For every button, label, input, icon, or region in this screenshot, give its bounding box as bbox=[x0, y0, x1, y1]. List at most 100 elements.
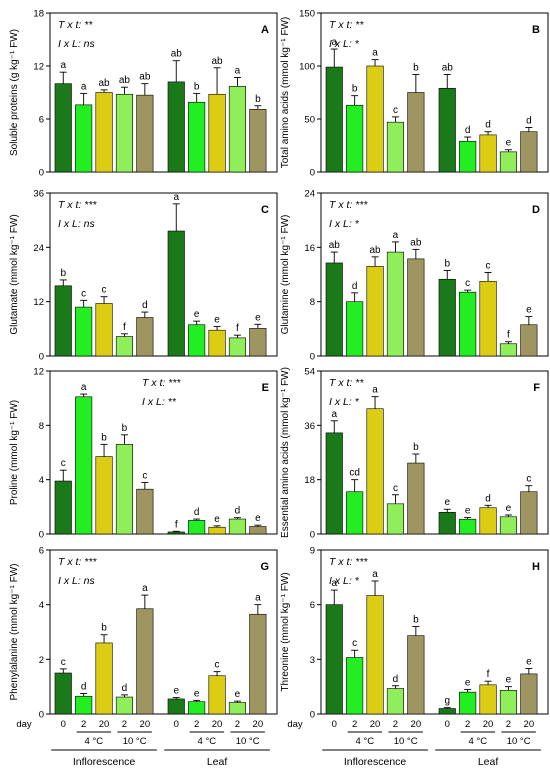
y-tick-label: 36 bbox=[304, 421, 315, 432]
bar bbox=[208, 526, 226, 535]
significance-letter: c bbox=[61, 657, 66, 668]
bar bbox=[407, 258, 425, 357]
y-tick-label: 0 bbox=[39, 710, 44, 721]
plot-frame bbox=[49, 192, 278, 357]
bar bbox=[75, 695, 93, 715]
significance-letter: e bbox=[194, 688, 200, 699]
plot-frame bbox=[320, 12, 549, 173]
plot-frame bbox=[320, 549, 549, 715]
significance-letter: f bbox=[236, 323, 239, 334]
panel-a: 0 6 12 18 Soluble proteins (g kg⁻¹ FW) A T x t… bbox=[9, 9, 278, 179]
significance-letter: ab bbox=[98, 78, 110, 89]
significance-letter: d bbox=[142, 300, 148, 311]
significance-letter: ab bbox=[410, 237, 422, 248]
bar bbox=[208, 675, 226, 715]
significance-letter: f bbox=[507, 330, 510, 341]
panel-e: 0 4 8 12 Proline (mmol kg⁻¹ FW) E T x t: *** I … bbox=[9, 367, 278, 541]
plot-frame bbox=[320, 370, 549, 535]
significance-letter: b bbox=[255, 94, 261, 105]
y-tick-label: 100 bbox=[299, 62, 315, 73]
day-tick-label: 2 bbox=[81, 719, 86, 730]
temperature-label: 4 °C bbox=[85, 736, 104, 747]
y-axis-label: Essential amino acids (mmol kg⁻¹ FW) bbox=[280, 367, 291, 538]
bar bbox=[136, 317, 154, 357]
bar bbox=[520, 131, 538, 173]
y-axis-label: Soluble proteins (g kg⁻¹ FW) bbox=[9, 29, 20, 156]
bar bbox=[54, 83, 72, 173]
stat-annotation: I x L: * bbox=[329, 575, 360, 587]
bar bbox=[228, 518, 246, 535]
significance-letter: g bbox=[444, 696, 450, 707]
significance-letter: ab bbox=[139, 72, 151, 83]
significance-letter: ab bbox=[369, 245, 381, 256]
temperature-label: 10 °C bbox=[507, 736, 531, 747]
y-tick-label: 0 bbox=[310, 710, 315, 721]
bar bbox=[115, 336, 133, 357]
day-tick-label: 20 bbox=[140, 719, 151, 730]
day-tick-label: 2 bbox=[393, 719, 398, 730]
stat-annotation: T x t: *** bbox=[142, 377, 181, 389]
significance-letter: d bbox=[81, 682, 87, 693]
y-tick-label: 0 bbox=[310, 352, 315, 363]
bar bbox=[346, 104, 364, 173]
significance-letter: a bbox=[372, 48, 378, 59]
bar bbox=[249, 328, 267, 357]
significance-letter: e bbox=[465, 677, 471, 688]
significance-letter: a bbox=[331, 37, 337, 48]
bar bbox=[249, 613, 267, 715]
bar bbox=[54, 480, 72, 535]
day-tick-label: 20 bbox=[524, 719, 535, 730]
bar bbox=[249, 108, 267, 173]
temperature-label: 10 °C bbox=[394, 736, 418, 747]
bar bbox=[386, 503, 405, 535]
significance-letter: c bbox=[465, 278, 470, 289]
significance-letter: b bbox=[413, 615, 419, 626]
significance-letter: d bbox=[465, 125, 471, 136]
day-tick-label: 2 bbox=[506, 719, 511, 730]
significance-letter: b bbox=[352, 84, 358, 95]
bar bbox=[228, 702, 246, 715]
y-tick-label: 3 bbox=[310, 655, 315, 666]
bar bbox=[54, 285, 72, 357]
significance-letter: f bbox=[487, 669, 490, 680]
significance-letter: b bbox=[444, 258, 450, 269]
significance-letter: c bbox=[352, 638, 357, 649]
bar bbox=[95, 92, 113, 173]
bar bbox=[75, 396, 93, 535]
bar bbox=[167, 230, 185, 357]
plot-frame bbox=[49, 12, 278, 173]
significance-letter: a bbox=[235, 65, 241, 76]
panel-label: C bbox=[261, 204, 269, 216]
y-tick-label: 2 bbox=[39, 655, 44, 666]
significance-letter: e bbox=[506, 138, 512, 149]
bar bbox=[228, 86, 246, 173]
y-tick-label: 6 bbox=[39, 115, 44, 126]
bar bbox=[459, 291, 477, 357]
significance-letter: a bbox=[331, 578, 337, 589]
stat-annotation: T x t: *** bbox=[329, 199, 368, 211]
plot-frame bbox=[320, 192, 549, 357]
bar bbox=[188, 101, 206, 173]
y-axis-label: Glutamine (mmol kg⁻¹ FW) bbox=[280, 215, 291, 335]
bar bbox=[346, 301, 364, 357]
y-axis-label: Total amino acids (mmol kg⁻¹ FW) bbox=[280, 17, 291, 168]
significance-letter: e bbox=[173, 686, 179, 697]
stat-annotation: T x t: ** bbox=[329, 377, 364, 389]
bar bbox=[325, 262, 343, 357]
bar bbox=[459, 518, 477, 535]
significance-letter: c bbox=[393, 105, 398, 116]
panel-label: E bbox=[262, 382, 269, 394]
significance-letter: f bbox=[175, 519, 178, 530]
bar bbox=[188, 701, 206, 715]
y-tick-label: 54 bbox=[304, 367, 315, 378]
y-tick-label: 18 bbox=[304, 475, 315, 486]
significance-letter: c bbox=[81, 288, 86, 299]
bar bbox=[325, 66, 343, 173]
y-tick-label: 8 bbox=[39, 421, 44, 432]
significance-letter: c bbox=[526, 474, 531, 485]
bar bbox=[520, 491, 538, 535]
y-tick-label: 4 bbox=[39, 475, 44, 486]
significance-letter: b bbox=[413, 442, 419, 453]
significance-letter: c bbox=[61, 458, 66, 469]
significance-letter: a bbox=[81, 81, 87, 92]
